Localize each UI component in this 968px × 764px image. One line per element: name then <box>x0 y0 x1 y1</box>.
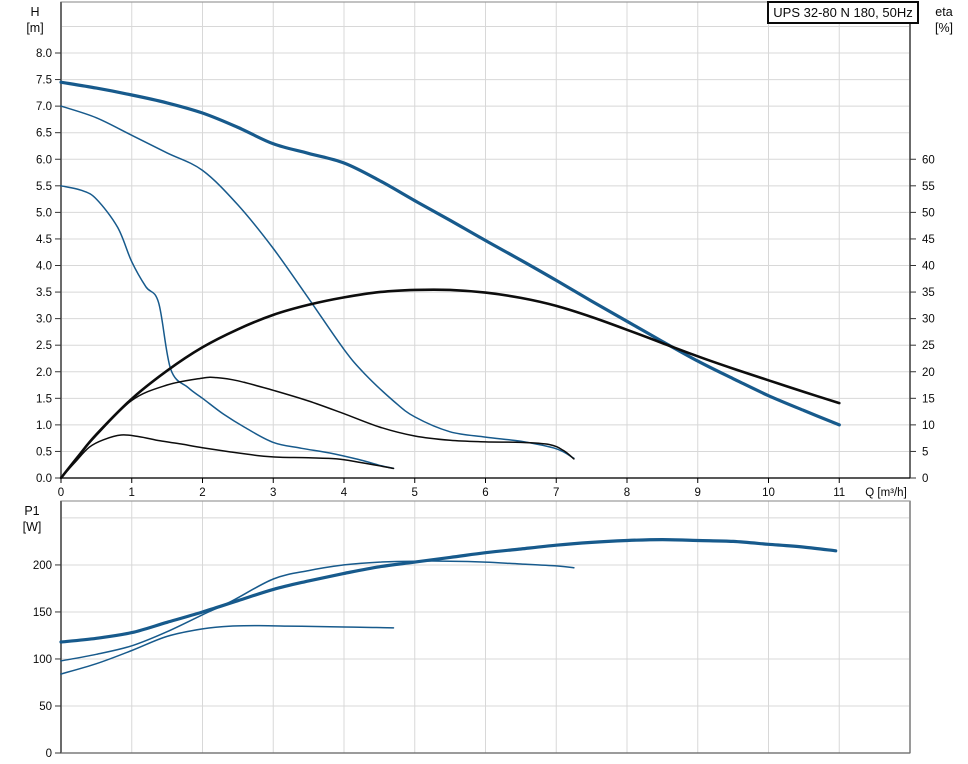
left-tick-label: 5.5 <box>36 181 52 193</box>
power-axis-unit-line1: P1 <box>24 504 40 518</box>
head-axis-unit-line1: H <box>30 5 40 19</box>
x-tick-label: 0 <box>58 487 64 499</box>
power-curve-speed-2 <box>60 560 575 662</box>
efficiency-curve-speed-2 <box>60 376 575 479</box>
left-tick-label: 3.5 <box>36 287 52 299</box>
x-tick-label: 3 <box>270 487 276 499</box>
head-axis-unit-label: H [m] <box>18 4 52 36</box>
left-tick-label: 7.5 <box>36 75 52 87</box>
right-tick-label: 35 <box>922 287 935 299</box>
x-tick-label: 8 <box>624 487 630 499</box>
right-tick-label: 60 <box>922 154 935 166</box>
left-tick-label: 8.0 <box>36 48 52 60</box>
left-tick-label: 6.0 <box>36 154 52 166</box>
left-tick-label: 0.5 <box>36 446 52 458</box>
left-tick-label: 200 <box>33 560 52 572</box>
head-curve-speed-2 <box>60 105 575 460</box>
left-tick-label: 3.0 <box>36 314 52 326</box>
left-tick-label: 4.0 <box>36 261 52 273</box>
chart-title-text: UPS 32-80 N 180, 50Hz <box>773 5 913 20</box>
left-tick-label: 100 <box>33 654 52 666</box>
left-tick-label: 7.0 <box>36 101 52 113</box>
head-axis-unit-line2: [m] <box>26 21 44 35</box>
efficiency-curve-speed-3 <box>59 288 841 480</box>
eta-axis-unit-line2: [%] <box>934 21 954 35</box>
x-tick-label: 6 <box>482 487 488 499</box>
left-tick-label: 0 <box>46 748 52 760</box>
left-tick-label: 2.5 <box>36 340 52 352</box>
x-tick-label: 2 <box>199 487 205 499</box>
left-tick-label: 0.0 <box>36 473 52 485</box>
right-tick-label: 40 <box>922 261 935 273</box>
x-tick-label: 7 <box>553 487 559 499</box>
left-tick-label: 2.0 <box>36 367 52 379</box>
head-curve-speed-1 <box>60 185 395 470</box>
x-tick-label: 11 <box>833 487 845 499</box>
head-curve-speed-3 <box>59 80 841 427</box>
right-tick-label: 50 <box>922 207 935 219</box>
eta-axis-unit-line1: eta <box>935 5 953 19</box>
left-tick-label: 50 <box>39 701 52 713</box>
left-tick-label: 6.5 <box>36 128 52 140</box>
left-tick-label: 1.5 <box>36 393 52 405</box>
flow-axis-unit-label: Q [m³/h] <box>865 487 907 499</box>
x-tick-label: 10 <box>762 487 775 499</box>
right-tick-label: 5 <box>922 446 928 458</box>
right-tick-label: 10 <box>922 420 935 432</box>
efficiency-curve-speed-1 <box>60 434 395 479</box>
left-tick-label: 5.0 <box>36 207 52 219</box>
right-tick-label: 25 <box>922 340 935 352</box>
x-tick-label: 1 <box>129 487 135 499</box>
right-tick-label: 45 <box>922 234 935 246</box>
right-tick-label: 0 <box>922 473 928 485</box>
x-tick-label: 9 <box>695 487 701 499</box>
left-tick-label: 150 <box>33 607 52 619</box>
left-tick-label: 4.5 <box>36 234 52 246</box>
power-axis-unit-label: P1 [W] <box>14 503 50 535</box>
x-tick-label: 4 <box>341 487 348 499</box>
x-tick-label: 5 <box>412 487 418 499</box>
power-curve-speed-1 <box>60 624 395 675</box>
right-tick-label: 20 <box>922 367 935 379</box>
right-tick-label: 55 <box>922 181 935 193</box>
power-curve-speed-3 <box>59 538 838 644</box>
power-axis-unit-line2: [W] <box>22 520 42 534</box>
right-tick-label: 15 <box>922 393 935 405</box>
chart-title-box: UPS 32-80 N 180, 50Hz <box>767 1 919 24</box>
left-tick-label: 1.0 <box>36 420 52 432</box>
eta-axis-unit-label: eta [%] <box>926 4 962 36</box>
right-tick-label: 30 <box>922 314 935 326</box>
